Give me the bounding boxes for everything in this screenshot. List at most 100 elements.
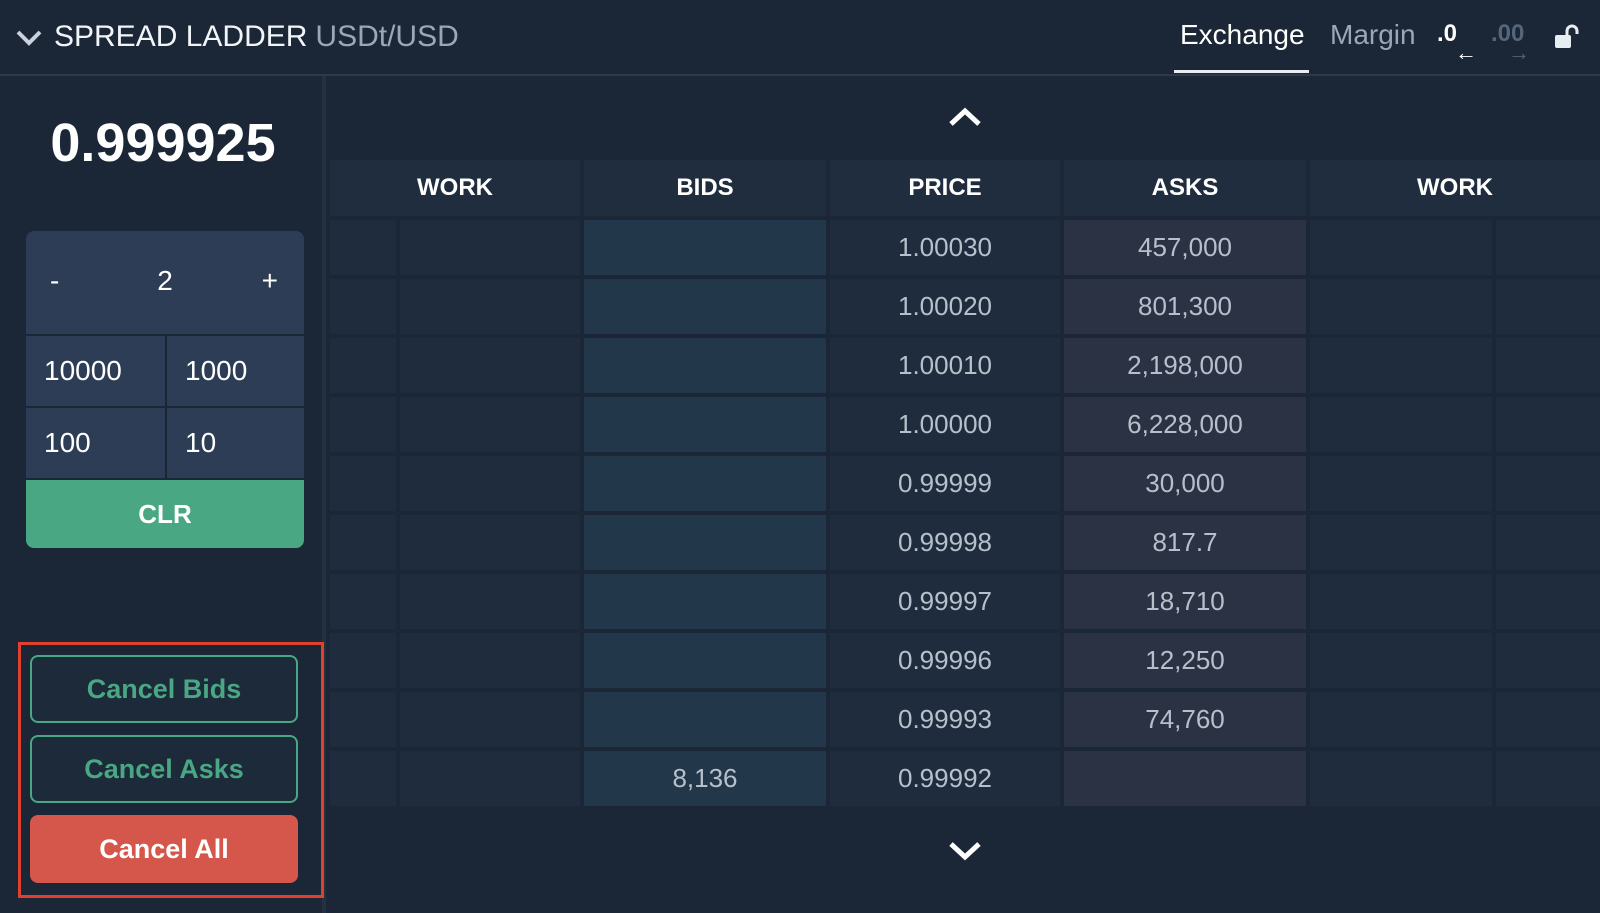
bid-work-cell[interactable] [400, 515, 580, 570]
ask-cell[interactable]: 817.7 [1064, 515, 1306, 570]
bid-cell[interactable] [584, 397, 826, 452]
ask-work-cell[interactable] [1310, 456, 1492, 511]
bid-cell[interactable] [584, 692, 826, 747]
bid-work-cell[interactable] [400, 692, 580, 747]
price-cell[interactable]: 0.99997 [830, 574, 1060, 629]
bid-work-marker-cell[interactable] [330, 574, 396, 629]
clear-button[interactable]: CLR [26, 480, 304, 548]
chevron-down-icon[interactable] [14, 26, 44, 48]
stepper-minus-button[interactable]: - [50, 265, 60, 296]
ask-cell[interactable]: 74,760 [1064, 692, 1306, 747]
ask-cell[interactable]: 801,300 [1064, 279, 1306, 334]
increase-precision-button[interactable]: .00 [1491, 20, 1525, 47]
bid-cell[interactable] [584, 338, 826, 393]
ask-work-marker-cell[interactable] [1496, 338, 1600, 393]
bid-work-marker-cell[interactable] [330, 279, 396, 334]
stepper-value[interactable]: 2 [157, 265, 173, 296]
price-cell[interactable]: 1.00000 [830, 397, 1060, 452]
ask-work-marker-cell[interactable] [1496, 397, 1600, 452]
bid-cell[interactable]: 8,136 [584, 751, 826, 806]
bid-work-marker-cell[interactable] [330, 751, 396, 806]
scroll-down-button[interactable] [330, 824, 1600, 913]
bid-cell[interactable] [584, 279, 826, 334]
ask-cell[interactable]: 30,000 [1064, 456, 1306, 511]
bid-work-marker-cell[interactable] [330, 338, 396, 393]
bid-work-cell[interactable] [400, 751, 580, 806]
preset-10000-button[interactable]: 10000 [44, 355, 122, 386]
ask-work-marker-cell[interactable] [1496, 279, 1600, 334]
tab-margin[interactable]: Margin [1330, 19, 1416, 50]
active-tab-indicator [1174, 70, 1309, 73]
bid-work-marker-cell[interactable] [330, 220, 396, 275]
cancel-all-button[interactable]: Cancel All [30, 815, 298, 883]
header-work-bids: WORK [330, 160, 580, 216]
ask-work-marker-cell[interactable] [1496, 633, 1600, 688]
bid-work-cell[interactable] [400, 397, 580, 452]
ask-cell[interactable]: 18,710 [1064, 574, 1306, 629]
price-cell[interactable]: 1.00030 [830, 220, 1060, 275]
arrow-left-icon: ← [1455, 40, 1477, 65]
ask-cell[interactable]: 457,000 [1064, 220, 1306, 275]
ladder-header: SPREAD LADDER USDt/USD Exchange Margin .0… [0, 0, 1600, 76]
chevron-up-icon [949, 107, 981, 126]
bid-work-cell[interactable] [400, 338, 580, 393]
bid-cell[interactable] [584, 220, 826, 275]
pair-symbol: USDt/USD [315, 20, 459, 53]
bid-work-marker-cell[interactable] [330, 397, 396, 452]
bid-work-marker-cell[interactable] [330, 633, 396, 688]
ask-work-cell[interactable] [1310, 692, 1492, 747]
price-cell[interactable]: 1.00010 [830, 338, 1060, 393]
ask-work-cell[interactable] [1310, 633, 1492, 688]
bid-work-marker-cell[interactable] [330, 456, 396, 511]
ask-cell[interactable]: 2,198,000 [1064, 338, 1306, 393]
ask-work-marker-cell[interactable] [1496, 515, 1600, 570]
bid-work-cell[interactable] [400, 279, 580, 334]
price-ladder: WORK BIDS PRICE ASKS WORK 1.00030 457,000… [330, 76, 1600, 913]
tab-exchange[interactable]: Exchange [1180, 19, 1305, 50]
cancel-asks-button[interactable]: Cancel Asks [30, 735, 298, 803]
preset-10-button[interactable]: 10 [165, 408, 304, 478]
bid-work-cell[interactable] [400, 456, 580, 511]
ask-work-marker-cell[interactable] [1496, 751, 1600, 806]
preset-row: 10000 1000 [26, 336, 304, 408]
ask-work-cell[interactable] [1310, 751, 1492, 806]
ask-work-marker-cell[interactable] [1496, 692, 1600, 747]
ask-cell[interactable] [1064, 751, 1306, 806]
bid-work-cell[interactable] [400, 633, 580, 688]
price-cell[interactable]: 0.99999 [830, 456, 1060, 511]
ask-work-marker-cell[interactable] [1496, 456, 1600, 511]
stepper-plus-button[interactable]: + [261, 265, 278, 296]
bid-work-marker-cell[interactable] [330, 515, 396, 570]
bid-work-marker-cell[interactable] [330, 692, 396, 747]
price-cell[interactable]: 1.00020 [830, 279, 1060, 334]
ask-cell[interactable]: 12,250 [1064, 633, 1306, 688]
ask-work-cell[interactable] [1310, 515, 1492, 570]
preset-1000-button[interactable]: 1000 [165, 336, 304, 406]
price-cell[interactable]: 0.99996 [830, 633, 1060, 688]
ask-work-cell[interactable] [1310, 279, 1492, 334]
bid-cell[interactable] [584, 456, 826, 511]
price-cell[interactable]: 0.99992 [830, 751, 1060, 806]
preset-100-button[interactable]: 100 [44, 427, 91, 458]
cancel-bids-button[interactable]: Cancel Bids [30, 655, 298, 723]
ask-work-cell[interactable] [1310, 220, 1492, 275]
widget-title: SPREAD LADDER USDt/USD [54, 20, 459, 54]
ask-work-cell[interactable] [1310, 338, 1492, 393]
scroll-up-button[interactable] [330, 76, 1600, 156]
bid-cell[interactable] [584, 633, 826, 688]
price-cell[interactable]: 0.99993 [830, 692, 1060, 747]
header-asks: ASKS [1064, 160, 1306, 216]
bid-cell[interactable] [584, 574, 826, 629]
ask-work-cell[interactable] [1310, 397, 1492, 452]
bid-work-cell[interactable] [400, 574, 580, 629]
ask-work-marker-cell[interactable] [1496, 574, 1600, 629]
ask-work-marker-cell[interactable] [1496, 220, 1600, 275]
ask-work-cell[interactable] [1310, 574, 1492, 629]
header-work-asks: WORK [1310, 160, 1600, 216]
price-cell[interactable]: 0.99998 [830, 515, 1060, 570]
ask-cell[interactable]: 6,228,000 [1064, 397, 1306, 452]
bid-work-cell[interactable] [400, 220, 580, 275]
bid-cell[interactable] [584, 515, 826, 570]
unlock-icon[interactable] [1553, 24, 1579, 50]
decrease-precision-button[interactable]: .0 [1437, 20, 1458, 47]
